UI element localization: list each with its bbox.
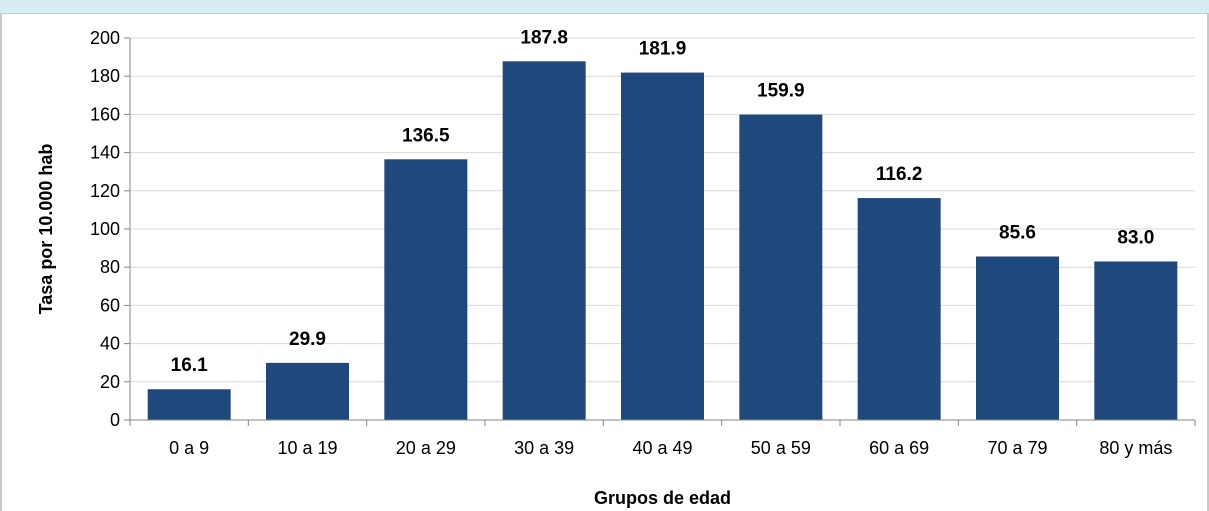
- x-tick-label: 20 a 29: [396, 438, 456, 458]
- x-tick-label: 40 a 49: [632, 438, 692, 458]
- data-label: 83.0: [1117, 227, 1154, 248]
- y-tick-label: 80: [100, 257, 120, 277]
- x-tick-label: 80 y más: [1099, 438, 1172, 458]
- y-tick-label: 100: [90, 219, 120, 239]
- x-tick-label: 0 a 9: [169, 438, 209, 458]
- y-tick-label: 60: [100, 295, 120, 315]
- y-tick-label: 200: [90, 28, 120, 48]
- data-labels: 16.1 29.9 136.5 187.8 181.9 159.9 116.2 85.6 83.…: [171, 27, 1155, 376]
- data-label: 29.9: [289, 329, 326, 350]
- y-tick-label: 20: [100, 372, 120, 392]
- bars: [147, 61, 1178, 421]
- bar: [147, 389, 231, 420]
- bar: [857, 198, 941, 420]
- bar: [502, 61, 586, 420]
- y-axis-title: Tasa por 10.000 hab: [36, 144, 56, 315]
- bar: [1094, 261, 1178, 420]
- data-label: 116.2: [876, 164, 923, 185]
- y-tick-label: 120: [90, 181, 120, 201]
- data-label: 85.6: [999, 223, 1036, 244]
- x-axis-title: Grupos de edad: [594, 488, 731, 508]
- bar: [384, 159, 468, 420]
- y-axis-ticks: 0 20 40 60 80 100 120 140 160 180 200: [90, 28, 130, 430]
- x-tick-label: 70 a 79: [987, 438, 1047, 458]
- bar: [976, 256, 1059, 420]
- y-tick-label: 180: [90, 66, 120, 86]
- bar: [621, 72, 704, 421]
- x-tick-label: 10 a 19: [277, 438, 337, 458]
- y-tick-label: 140: [90, 143, 120, 163]
- x-tick-label: 60 a 69: [869, 438, 929, 458]
- data-label: 187.8: [520, 27, 568, 48]
- x-axis-ticks: 0 a 9 10 a 19 20 a 29 30 a 39 40 a 49 50 a 59…: [129, 420, 1196, 458]
- y-tick-label: 0: [110, 410, 120, 430]
- data-label: 181.9: [639, 39, 687, 60]
- y-tick-label: 40: [100, 334, 120, 354]
- bar: [739, 114, 823, 420]
- x-tick-label: 50 a 59: [751, 438, 811, 458]
- data-label: 136.5: [402, 125, 450, 146]
- top-band: [0, 0, 1209, 14]
- bar: [266, 362, 349, 420]
- y-tick-label: 160: [90, 104, 120, 124]
- data-label: 16.1: [171, 355, 208, 376]
- data-label: 159.9: [757, 81, 805, 102]
- x-tick-label: 30 a 39: [514, 438, 574, 458]
